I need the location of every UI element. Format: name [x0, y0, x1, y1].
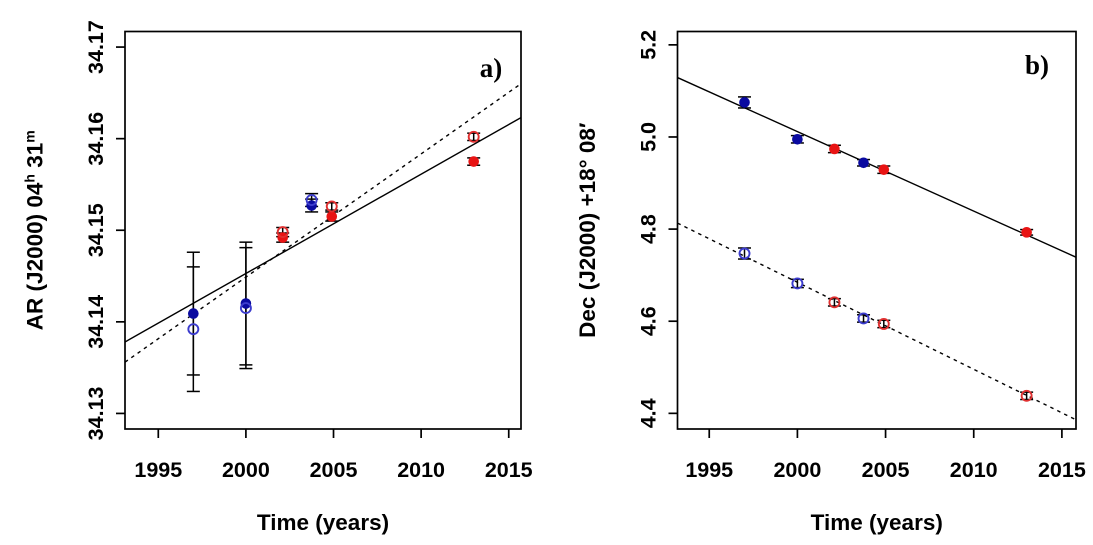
y-tick-label: 34.14	[84, 295, 108, 349]
y-axis-title: Dec (J2000) +18° 08′	[575, 123, 600, 338]
fit-line-solid	[124, 116, 522, 343]
y-axis-title-superscript: m	[22, 130, 38, 142]
y-tick-label: 4.8	[637, 214, 661, 244]
data-point-open-blue	[239, 302, 252, 315]
data-point-open-blue	[305, 194, 318, 206]
x-tick-label: 2000	[222, 458, 270, 482]
data-point-open-blue	[857, 312, 870, 325]
data-point-filled-red	[878, 164, 890, 175]
y-axis-title-superscript: h	[22, 174, 38, 183]
data-point-open-blue	[738, 247, 751, 260]
panel-corner-label: a)	[480, 53, 503, 83]
data-point-open-red	[1020, 389, 1033, 402]
data-point-filled-blue	[188, 308, 199, 319]
y-tick-label: 34.17	[84, 20, 108, 74]
x-tick-label: 2000	[773, 458, 821, 482]
y-axis-title-text: Dec (J2000) +18° 08′	[575, 123, 600, 338]
data-point-filled-blue	[739, 97, 750, 108]
data-point-open-red	[467, 130, 480, 143]
data-point-filled-blue	[792, 133, 803, 145]
x-axis-title: Time (years)	[811, 510, 943, 535]
y-axis-title: AR (J2000) 04h 31m	[22, 130, 48, 330]
x-axis-title: Time (years)	[257, 510, 389, 535]
y-tick-label: 34.16	[84, 112, 108, 166]
y-tick-label: 5.2	[637, 30, 661, 60]
x-tick-label: 2005	[862, 458, 910, 482]
y-tick-label: 34.15	[84, 203, 108, 257]
x-tick-label: 2010	[397, 458, 445, 482]
data-point-filled-red	[1021, 227, 1032, 238]
data-point-open-red	[325, 200, 338, 213]
panel-a: 1995 2000 2005 2010 2015 34.13 34.14 34.15 34.16…	[22, 20, 533, 535]
data-point-filled-red	[829, 143, 840, 155]
fit-line-solid	[677, 76, 1077, 258]
data-point-open-red	[828, 296, 841, 309]
y-axis-title-text: AR (J2000) 04	[23, 182, 48, 330]
data-point-filled-red	[468, 156, 479, 167]
x-tick-label: 2005	[310, 458, 358, 482]
data-point-open-blue	[187, 323, 200, 336]
error-bar	[186, 266, 200, 393]
y-axis-title-text: 31	[23, 143, 48, 174]
data-point-filled-blue	[858, 157, 869, 169]
x-tick-label: 1995	[134, 458, 182, 482]
plot-box	[676, 30, 1077, 430]
data-point-open-blue	[791, 277, 804, 290]
data-point-filled-red	[326, 211, 338, 222]
panel-corner-label: b)	[1025, 50, 1049, 80]
y-tick-label: 5.0	[637, 122, 661, 152]
y-tick-label: 4.6	[637, 306, 661, 336]
y-tick-label: 34.13	[84, 386, 108, 440]
data-point-open-red	[877, 318, 890, 330]
x-tick-label: 2015	[1038, 458, 1086, 482]
x-tick-label: 1995	[685, 458, 733, 482]
y-tick-label: 4.4	[637, 398, 661, 428]
data-point-open-red	[276, 226, 289, 239]
fit-line-dashed	[677, 222, 1077, 421]
panel-b: 1995 2000 2005 2010 2015 4.4 4.6 4.8 5.0 5.2 Time …	[575, 30, 1086, 535]
x-tick-label: 2015	[485, 458, 533, 482]
fit-line-dashed	[124, 83, 522, 363]
x-tick-label: 2010	[950, 458, 998, 482]
